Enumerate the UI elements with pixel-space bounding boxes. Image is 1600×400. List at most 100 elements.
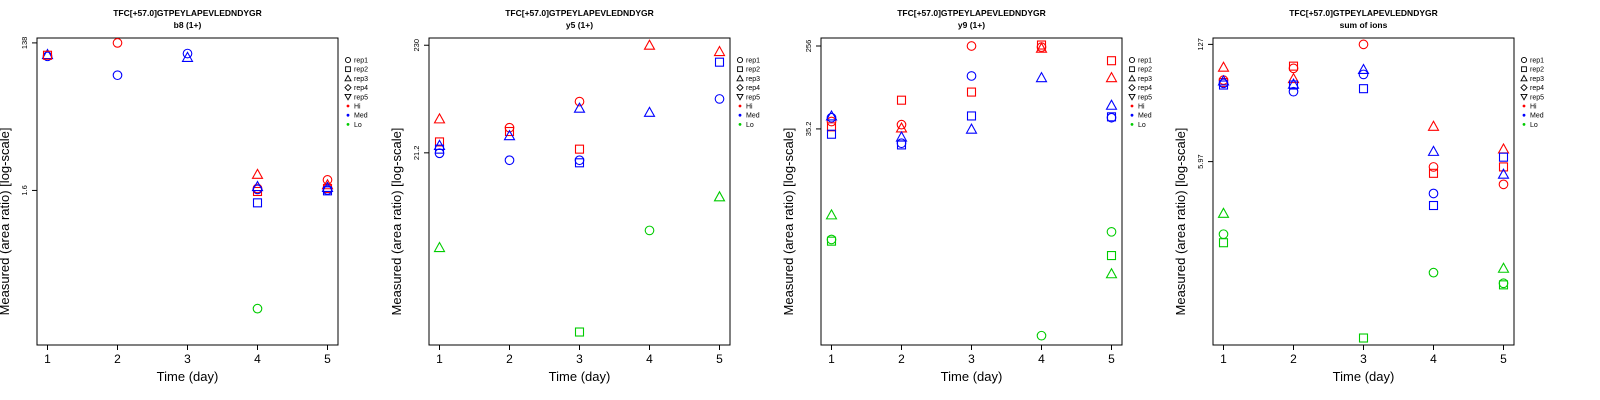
y-tick-label: 21.2	[412, 146, 421, 161]
data-point	[433, 139, 446, 150]
x-tick-label: 1	[436, 352, 443, 366]
data-point	[826, 122, 837, 132]
legend-label: rep1	[1138, 58, 1152, 65]
data-point	[252, 184, 263, 195]
data-point	[252, 198, 263, 208]
data-point	[1358, 69, 1369, 80]
y-tick-label: 5.97	[1196, 154, 1205, 169]
legend-symbol	[345, 66, 351, 73]
data-point	[1357, 63, 1370, 75]
legend-item-rep2: rep2	[345, 66, 368, 74]
legend-label: Med	[1530, 113, 1544, 120]
data-point	[1035, 71, 1048, 83]
legend-item-hi: Hi	[346, 104, 361, 111]
legend-symbol	[1130, 104, 1134, 108]
data-point	[1218, 80, 1229, 90]
data-point	[1036, 42, 1047, 53]
legend-label: rep5	[354, 94, 368, 101]
data-point	[1288, 61, 1299, 71]
data-point	[896, 119, 907, 130]
data-point	[504, 126, 515, 137]
x-tick-label: 4	[254, 352, 261, 366]
legend-symbol	[344, 93, 352, 101]
data-point	[1106, 226, 1117, 237]
legend-item-rep2: rep2	[1129, 66, 1152, 74]
chart-subtitle: b8 (1+)	[174, 20, 202, 30]
data-point	[112, 38, 123, 48]
data-point	[574, 327, 585, 337]
plot-frame	[36, 37, 339, 346]
legend-symbol	[1130, 123, 1134, 126]
legend-label: Lo	[354, 122, 362, 129]
data-point	[1498, 280, 1509, 290]
x-tick-label: 3	[1360, 352, 1367, 366]
x-tick-label: 5	[324, 352, 331, 366]
x-axis-label: Time (day)	[1333, 369, 1395, 384]
legend-label: Med	[1138, 113, 1152, 120]
legend-item-rep4: rep4	[1520, 83, 1544, 92]
legend-label: rep1	[746, 58, 760, 65]
data-point	[1497, 168, 1510, 179]
legend-item-hi: Hi	[1522, 104, 1537, 111]
chart-subtitle: y9 (1+)	[958, 20, 985, 30]
data-point	[1105, 99, 1118, 110]
x-tick-label: 1	[1220, 352, 1227, 366]
legend-label: rep2	[1530, 67, 1544, 74]
legend-label: rep1	[354, 58, 368, 65]
legend-item-lo: Lo	[1130, 122, 1146, 129]
legend-item-rep5: rep5	[1128, 93, 1152, 101]
chart-subtitle: y5 (1+)	[566, 20, 593, 30]
data-point	[644, 225, 655, 236]
data-point	[826, 112, 837, 123]
chart-subtitle: sum of ions	[1340, 20, 1388, 30]
data-point	[1497, 142, 1510, 154]
data-point	[252, 303, 263, 314]
legend-symbol	[344, 74, 352, 82]
data-point	[322, 186, 333, 196]
data-point	[1106, 56, 1117, 66]
x-tick-label: 3	[968, 352, 975, 366]
x-tick-label: 5	[716, 352, 723, 366]
legend-label: rep4	[746, 85, 760, 92]
legend-label: rep5	[1530, 94, 1544, 101]
data-point	[826, 234, 837, 245]
legend-label: Hi	[1530, 104, 1537, 111]
legend-symbol	[738, 104, 742, 108]
legend-label: rep3	[1530, 76, 1544, 83]
data-point	[181, 51, 194, 62]
legend-item-lo: Lo	[346, 122, 362, 129]
x-tick-label: 5	[1108, 352, 1115, 366]
legend-label: rep3	[746, 76, 760, 83]
x-tick-label: 4	[1430, 352, 1437, 366]
data-point	[1218, 238, 1229, 248]
legend-symbol	[738, 113, 742, 117]
data-point	[433, 112, 446, 124]
legend-symbol	[344, 56, 352, 64]
legend-symbol	[736, 83, 744, 92]
y-tick-label: 127	[1196, 38, 1205, 51]
legend-item-rep5: rep5	[344, 93, 368, 101]
data-point	[1106, 251, 1117, 261]
data-point	[966, 87, 977, 97]
data-point	[825, 208, 838, 220]
legend-symbol	[346, 104, 350, 108]
chart-title: TFC[+57.0]GTPEYLAPEVLEDNDYGR	[113, 8, 262, 18]
legend-symbol	[738, 123, 742, 126]
data-point	[1428, 168, 1439, 178]
legend-item-rep1: rep1	[736, 56, 760, 65]
legend-symbol	[1130, 113, 1134, 117]
legend-label: rep1	[1530, 58, 1544, 65]
data-point	[966, 111, 977, 121]
data-point	[1288, 80, 1299, 90]
legend-item-rep2: rep2	[737, 66, 760, 74]
legend-item-hi: Hi	[738, 104, 753, 111]
x-axis-label: Time (day)	[157, 369, 219, 384]
data-point	[1428, 188, 1439, 199]
legend-item-rep1: rep1	[344, 56, 368, 65]
data-point	[895, 130, 908, 142]
legend-symbol	[1128, 74, 1136, 82]
data-point	[1358, 84, 1369, 94]
data-point	[1106, 112, 1117, 122]
legend-item-rep4: rep4	[736, 83, 760, 92]
